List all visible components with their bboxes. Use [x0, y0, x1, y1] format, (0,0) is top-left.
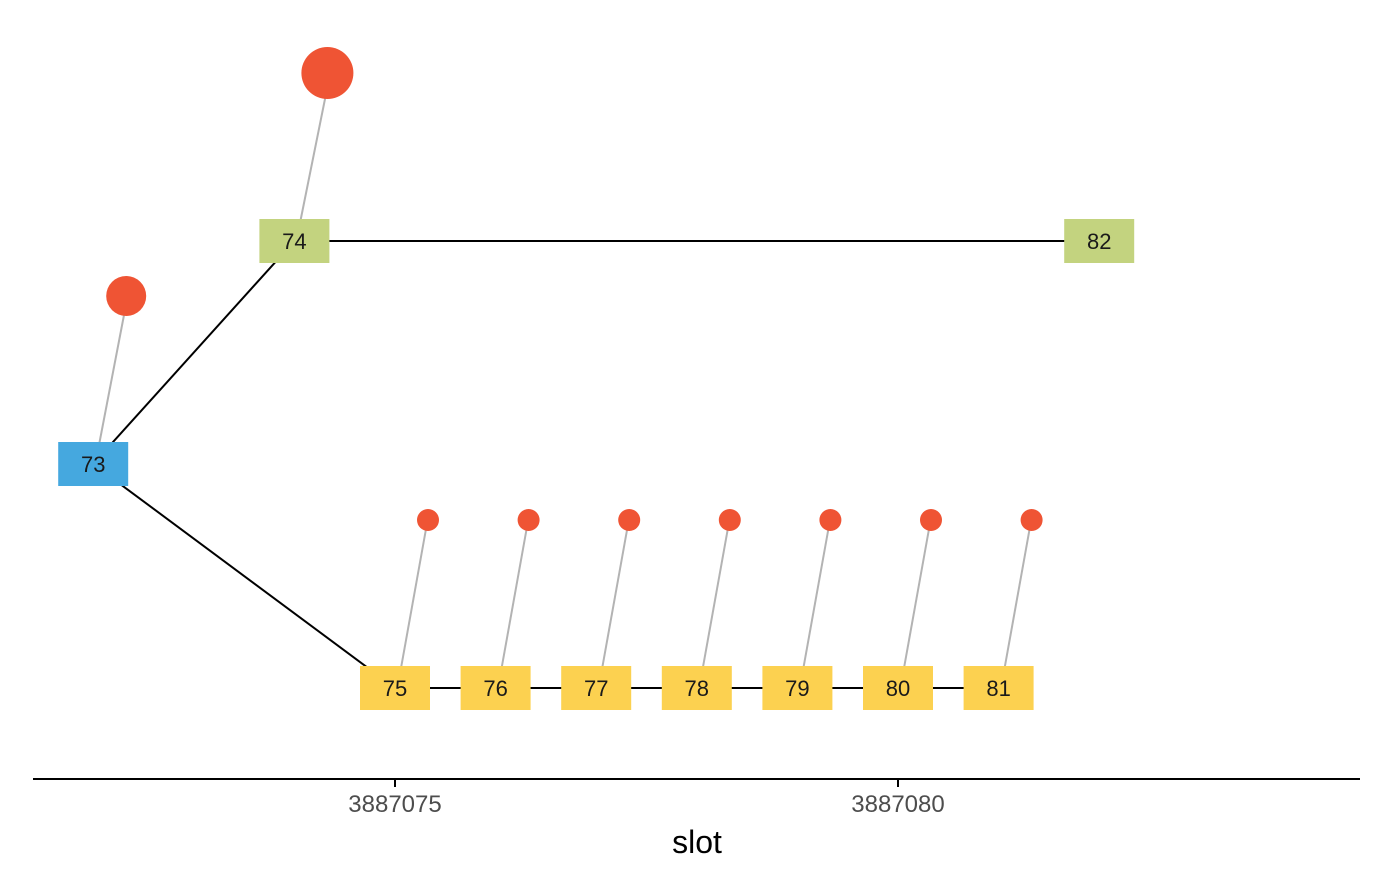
slot-node-box	[1064, 219, 1135, 263]
vote-marker-76	[517, 509, 540, 531]
vote-connector-79	[802, 528, 830, 669]
slot-node-label: 82	[1087, 229, 1111, 254]
vote-connector-80	[903, 528, 930, 669]
vote-connector-75	[400, 528, 427, 669]
vote-connector-73	[98, 313, 126, 445]
slot-node-label: 76	[483, 676, 507, 701]
slot-node-80: 80	[863, 666, 933, 710]
slot-node-label: 74	[282, 229, 306, 254]
slot-node-box	[58, 442, 129, 486]
x-axis-title: slot	[672, 824, 722, 860]
slot-node-box	[360, 666, 430, 710]
slot-node-label: 81	[986, 676, 1010, 701]
slot-node-label: 73	[81, 452, 105, 477]
vote-connector-74	[299, 96, 327, 222]
slot-node-box	[963, 666, 1034, 710]
slot-node-78: 78	[661, 666, 732, 710]
vote-edges	[98, 96, 1031, 669]
slot-node-77: 77	[561, 666, 632, 710]
x-tick-label: 3887080	[851, 791, 944, 818]
x-axis: 3887075 3887080 slot	[33, 778, 1360, 860]
slot-node-box	[661, 666, 732, 710]
vote-marker-81	[1020, 509, 1043, 531]
vote-marker-80	[920, 509, 942, 531]
vote-markers	[106, 47, 1043, 531]
slot-node-box	[863, 666, 933, 710]
slot-node-box	[762, 666, 833, 710]
x-tick-label: 3887075	[348, 791, 441, 818]
slot-node-73: 73	[58, 442, 129, 486]
slot-node-box	[460, 666, 531, 710]
edge-73-74	[92, 240, 296, 465]
vote-marker-78	[718, 509, 741, 531]
slot-node-label: 79	[785, 676, 809, 701]
slot-node-label: 78	[685, 676, 709, 701]
slot-node-box	[561, 666, 632, 710]
vote-marker-74	[301, 47, 354, 99]
slot-node-box	[259, 219, 330, 263]
vote-connector-78	[701, 528, 729, 669]
slot-nodes: 73 74 82 75 76 77 78 79 80 81	[58, 219, 1135, 710]
slot-node-74: 74	[259, 219, 330, 263]
vote-connector-81	[1003, 528, 1031, 669]
vote-marker-77	[618, 509, 641, 531]
slot-node-82: 82	[1064, 219, 1135, 263]
tree-edges	[92, 240, 1100, 689]
slot-node-label: 75	[383, 676, 407, 701]
slot-node-label: 77	[584, 676, 608, 701]
slot-node-75: 75	[360, 666, 430, 710]
vote-marker-75	[417, 509, 439, 531]
vote-connector-77	[601, 528, 629, 669]
edge-73-75	[92, 463, 396, 689]
slot-node-76: 76	[460, 666, 531, 710]
vote-marker-73	[106, 276, 147, 316]
slot-node-label: 80	[886, 676, 910, 701]
slot-node-81: 81	[963, 666, 1034, 710]
vote-connector-76	[500, 528, 528, 669]
x-axis-ticks: 3887075 3887080	[348, 779, 945, 818]
slot-node-79: 79	[762, 666, 833, 710]
vote-marker-79	[819, 509, 842, 531]
